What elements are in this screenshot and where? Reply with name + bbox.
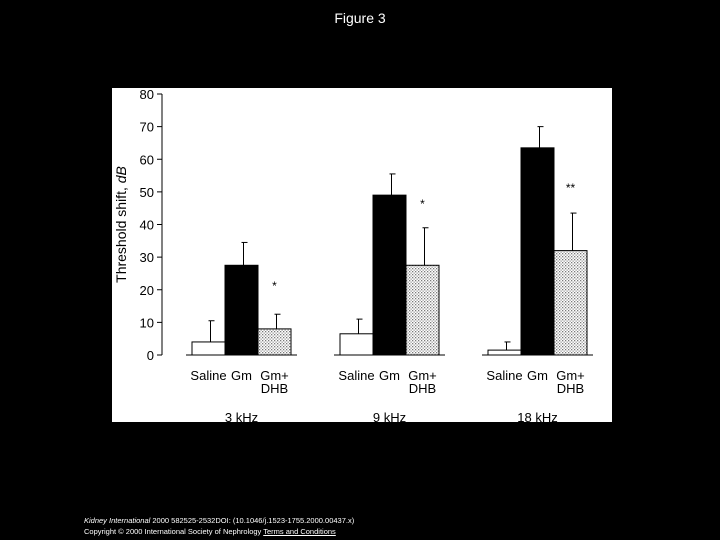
bar-label-line2: DHB [557, 381, 584, 396]
category-label: 18 kHz [517, 410, 557, 422]
y-tick-label: 10 [140, 315, 154, 330]
y-tick-label: 0 [147, 348, 154, 363]
bar [487, 349, 522, 356]
y-tick-label: 30 [140, 250, 154, 265]
bar-label: Saline [486, 368, 522, 383]
y-axis-label-unit: dB [113, 166, 129, 183]
y-tick-label: 20 [140, 283, 154, 298]
copyright-text: Copyright © 2000 International Society o… [84, 527, 264, 536]
significance-marker: * [272, 279, 277, 293]
bar [339, 333, 374, 356]
bar-label-line2: DHB [409, 381, 436, 396]
page-title: Figure 3 [334, 10, 386, 26]
bar-label: Gm [231, 368, 252, 383]
y-tick-label: 70 [140, 120, 154, 135]
bars [191, 126, 588, 356]
bar-label: Gm [379, 368, 400, 383]
bar [224, 264, 259, 356]
y-axis-label: Threshold shift, dB [113, 166, 129, 283]
bar [372, 194, 407, 356]
copyright-line: Copyright © 2000 International Society o… [84, 526, 354, 537]
bar-label: Gm [527, 368, 548, 383]
category-label: 9 kHz [373, 410, 406, 422]
bar-label-line2: DHB [261, 381, 288, 396]
y-tick-label: 60 [140, 152, 154, 167]
bar [257, 328, 292, 356]
bar [553, 250, 588, 356]
significance-marker: ** [566, 181, 576, 195]
bar-label: Saline [190, 368, 226, 383]
bar-label: Gm+ [408, 368, 437, 383]
significance-marker: * [420, 197, 425, 211]
terms-link[interactable]: Terms and Conditions [263, 527, 336, 536]
y-tick-label: 50 [140, 185, 154, 200]
y-axis-label-text: Threshold shift, [113, 183, 129, 283]
bar-label: Gm+ [556, 368, 585, 383]
y-tick-label: 40 [140, 218, 154, 233]
journal-name: Kidney International [84, 516, 151, 525]
bar [191, 341, 226, 356]
bar-label: Saline [338, 368, 374, 383]
bar [405, 264, 440, 356]
bar-label: Gm+ [260, 368, 289, 383]
citation-text: 2000 582525-2532DOI: (10.1046/j.1523-175… [150, 516, 355, 525]
figure-panel: 0 10 20 30 40 50 60 70 80 Threshold shift, dB * * *… [112, 88, 612, 422]
category-label: 3 kHz [225, 410, 258, 422]
y-tick-label: 80 [140, 88, 154, 102]
footer: Kidney International 2000 582525-2532DOI… [84, 515, 354, 537]
bar [520, 147, 555, 356]
citation-line: Kidney International 2000 582525-2532DOI… [84, 515, 354, 526]
